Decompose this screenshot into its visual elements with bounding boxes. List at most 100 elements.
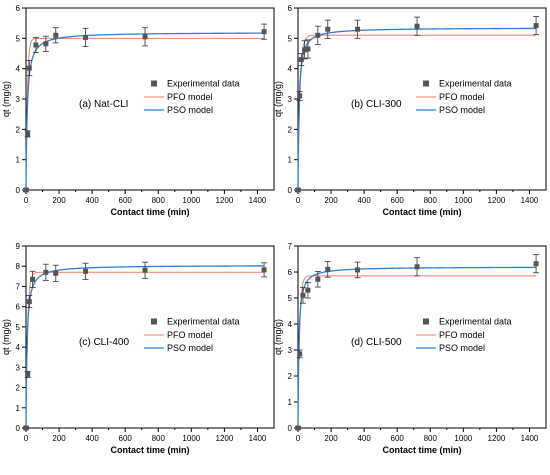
x-tick-label: 600 xyxy=(391,434,405,443)
y-tick-label: 9 xyxy=(16,242,21,251)
chart-panel-2: 0 200 400 600 800 1000 1200 1400 0 1 2 3 4 5 6 Contact … xyxy=(273,4,547,217)
pfo-model-curve xyxy=(297,34,537,190)
data-point xyxy=(414,264,420,270)
data-point xyxy=(533,261,539,267)
y-tick-label: 0 xyxy=(16,424,21,433)
legend-experimental-label: Experimental data xyxy=(439,317,512,327)
x-tick-label: 1400 xyxy=(521,434,539,443)
legend-pso-label: PSO model xyxy=(167,105,213,115)
x-tick-label: 0 xyxy=(24,196,29,205)
y-tick-label: 0 xyxy=(16,186,21,195)
y-tick-label: 8 xyxy=(16,262,21,271)
data-point xyxy=(295,425,301,431)
data-point xyxy=(325,26,331,32)
y-tick-label: 1 xyxy=(16,156,21,165)
x-tick-label: 1000 xyxy=(454,434,472,443)
data-point xyxy=(297,351,303,357)
y-tick-label: 1 xyxy=(16,404,21,413)
x-tick-label: 1200 xyxy=(488,196,506,205)
data-point xyxy=(23,425,29,431)
x-axis-label: Contact time (min) xyxy=(382,445,461,455)
legend-pfo-label: PFO model xyxy=(167,92,213,102)
data-point xyxy=(300,292,306,298)
x-tick-label: 1200 xyxy=(216,434,234,443)
y-tick-label: 1 xyxy=(288,156,293,165)
data-point xyxy=(355,267,361,273)
y-tick-label: 4 xyxy=(288,320,293,329)
x-tick-label: 1000 xyxy=(454,196,472,205)
x-tick-label: 600 xyxy=(391,196,405,205)
x-tick-label: 1400 xyxy=(521,196,539,205)
plot-frame xyxy=(297,245,547,429)
y-tick-label: 3 xyxy=(288,95,293,104)
chart-panel-1: 0 200 400 600 800 1000 1200 1400 0 1 2 3 4 5 6 Contact … xyxy=(1,4,275,217)
x-tick-label: 1400 xyxy=(249,434,267,443)
pso-model-curve xyxy=(297,27,537,190)
x-tick-label: 400 xyxy=(85,434,99,443)
y-tick-label: 1 xyxy=(288,398,293,407)
x-axis-label: Contact time (min) xyxy=(110,207,189,217)
data-point xyxy=(261,267,267,273)
data-point xyxy=(83,268,89,274)
data-point xyxy=(43,41,49,47)
legend-experimental-label: Experimental data xyxy=(167,317,240,327)
data-point xyxy=(302,47,308,53)
data-point xyxy=(142,267,148,273)
chart-panel-3: 0 200 400 600 800 1000 1200 1400 0 1 2 3 4 5 6 7 8 9 Conta… xyxy=(1,242,275,455)
x-tick-label: 200 xyxy=(52,434,66,443)
y-tick-label: 4 xyxy=(16,65,21,74)
data-point xyxy=(33,42,39,48)
legend-pso-label: PSO model xyxy=(439,343,485,353)
x-tick-label: 200 xyxy=(52,196,66,205)
y-tick-label: 6 xyxy=(288,4,293,13)
data-point xyxy=(297,93,303,99)
y-tick-label: 4 xyxy=(16,343,21,352)
y-tick-label: 5 xyxy=(288,294,293,303)
x-tick-label: 400 xyxy=(85,196,99,205)
panel-label: (b) CLI-300 xyxy=(351,99,402,110)
legend-experimental-label: Experimental data xyxy=(167,79,240,89)
data-point xyxy=(142,34,148,40)
x-tick-label: 1200 xyxy=(488,434,506,443)
data-point xyxy=(25,131,31,137)
y-tick-label: 6 xyxy=(16,303,21,312)
legend-experimental-label: Experimental data xyxy=(439,79,512,89)
x-tick-label: 600 xyxy=(119,196,133,205)
data-point xyxy=(305,46,311,52)
data-point xyxy=(355,26,361,32)
y-tick-label: 6 xyxy=(16,4,21,13)
y-tick-label: 2 xyxy=(16,384,21,393)
data-point xyxy=(83,34,89,40)
data-point xyxy=(533,23,539,29)
legend-experimental-marker xyxy=(423,318,429,325)
legend-pso-label: PSO model xyxy=(439,105,485,115)
y-tick-label: 5 xyxy=(16,34,21,43)
pfo-model-curve xyxy=(25,37,265,190)
y-tick-label: 4 xyxy=(288,65,293,74)
data-point xyxy=(315,32,321,38)
x-tick-label: 0 xyxy=(296,196,301,205)
data-point xyxy=(30,276,36,282)
y-tick-label: 2 xyxy=(288,372,293,381)
y-tick-label: 3 xyxy=(16,95,21,104)
data-point xyxy=(43,269,49,275)
legend-pfo-label: PFO model xyxy=(439,92,485,102)
data-point xyxy=(414,23,420,29)
data-point xyxy=(325,266,331,272)
plot-frame xyxy=(25,245,275,429)
panel-label: (d) CLI-500 xyxy=(351,337,402,348)
x-tick-label: 0 xyxy=(296,434,301,443)
x-tick-label: 800 xyxy=(152,196,166,205)
data-point xyxy=(298,57,304,63)
y-axis-label: qt (mg/g) xyxy=(1,319,11,355)
data-point xyxy=(26,65,32,71)
data-point xyxy=(26,299,32,305)
pfo-model-curve xyxy=(25,271,265,428)
y-tick-label: 0 xyxy=(288,186,293,195)
legend-pfo-label: PFO model xyxy=(439,330,485,340)
y-axis-label: qt (mg/g) xyxy=(273,81,283,117)
x-tick-label: 1000 xyxy=(182,196,200,205)
x-tick-label: 800 xyxy=(424,196,438,205)
x-axis-label: Contact time (min) xyxy=(382,207,461,217)
